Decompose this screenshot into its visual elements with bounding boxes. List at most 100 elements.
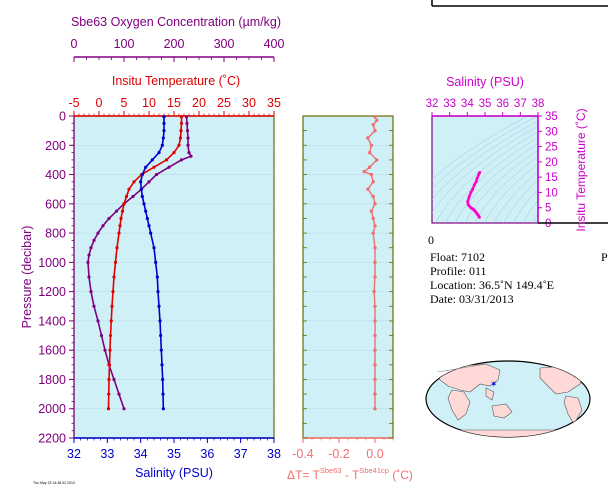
- temperature-tick-label: 30: [242, 96, 256, 110]
- ts-point: [478, 171, 482, 175]
- temperature-point: [111, 290, 115, 294]
- salinity-point: [152, 246, 156, 250]
- oxygen-point: [87, 275, 91, 279]
- oxygen-point: [179, 158, 184, 162]
- delta-point: [373, 246, 377, 250]
- temperature-point: [113, 260, 118, 264]
- delta-point: [373, 224, 377, 228]
- temperature-point: [179, 121, 184, 125]
- delta-point: [362, 169, 366, 174]
- salinity-point: [157, 150, 161, 155]
- temperature-point: [177, 143, 181, 147]
- float-info: 0 P Float: 7102 Profile: 011 Location: 3…: [428, 233, 608, 306]
- density-contour: [435, 131, 538, 223]
- temperature-point: [108, 348, 112, 352]
- oxygen-point: [122, 407, 126, 411]
- density-contour: [432, 126, 538, 214]
- salinity-point: [159, 348, 163, 352]
- ts-series: [466, 171, 482, 219]
- salinity-axis: 32 33 34 35 36 37 38: [67, 437, 281, 461]
- temperature-point: [108, 333, 113, 338]
- salinity-point: [160, 363, 164, 367]
- oxygen-point: [99, 333, 104, 338]
- temperature-tick-label: 25: [217, 96, 231, 110]
- ts-x-tick-label: 37: [514, 98, 527, 110]
- delta-point: [366, 136, 370, 140]
- salinity-point: [149, 231, 153, 235]
- temperature-tick-label: -5: [68, 96, 79, 110]
- float-location-marker: ✶: [490, 379, 498, 389]
- salinity-tick-label: 36: [200, 447, 214, 461]
- salinity-point: [162, 129, 166, 133]
- temperature-point: [172, 150, 176, 155]
- oxygen-point: [87, 253, 91, 257]
- map-africa: [447, 389, 471, 421]
- delta-title-sub2: Sbe41cp: [359, 466, 389, 475]
- temperature-axis: -5 0 5 10 15 20 25 30 35: [68, 96, 281, 117]
- salinity-tick-label: 33: [100, 447, 114, 461]
- temperature-point: [110, 304, 114, 308]
- delta-point: [373, 202, 377, 206]
- map-antarctica: [429, 429, 590, 437]
- delta-tick-label: -0.2: [328, 447, 350, 461]
- delta-point: [373, 319, 377, 323]
- density-contour: [445, 137, 538, 223]
- ts-point: [474, 180, 478, 184]
- salinity-point: [156, 290, 160, 294]
- delta-title-tail: (˚C): [389, 468, 413, 482]
- delta-point: [369, 172, 374, 177]
- density-contour: [432, 120, 538, 200]
- temperature-point: [107, 363, 112, 367]
- delta-point: [373, 392, 377, 396]
- ts-title: Salinity (PSU): [446, 75, 524, 89]
- ts-y-tick-label: 25: [545, 142, 558, 154]
- salinity-point: [160, 143, 164, 147]
- oxygen-tick-label: 400: [264, 37, 285, 51]
- oxygen-point: [131, 194, 135, 199]
- ts-x-tick-label: 34: [461, 98, 474, 110]
- density-contour: [454, 143, 538, 223]
- right-letter: P: [601, 250, 608, 264]
- density-contour: [532, 213, 538, 223]
- temperature-point: [119, 216, 123, 221]
- oxygen-point: [185, 129, 190, 133]
- ts-point: [466, 200, 470, 204]
- world-map: ✶: [425, 360, 591, 438]
- oxygen-axis-title: Sbe63 Oxygen Concentration (µm/kg): [71, 15, 281, 29]
- delta-point: [371, 123, 375, 127]
- oxygen-tick-label: 0: [71, 37, 78, 51]
- delta-point: [373, 128, 377, 133]
- pressure-tick-label: 1000: [38, 256, 66, 270]
- delta-point: [375, 118, 379, 123]
- delta-title-part1: ΔT= T: [287, 468, 320, 482]
- temperature-point: [107, 392, 111, 396]
- oxygen-point: [112, 377, 116, 382]
- delta-point: [369, 209, 374, 213]
- delta-title-sub1: Sbe63: [320, 466, 342, 475]
- pressure-tick-label: 1600: [38, 344, 66, 358]
- zero-label: 0: [428, 233, 434, 247]
- delta-point: [372, 289, 376, 294]
- delta-series: [362, 115, 379, 411]
- oxygen-point: [185, 121, 189, 125]
- temperature-point: [179, 115, 184, 119]
- temperature-point: [124, 194, 129, 199]
- pressure-axis-title: Pressure (decibar): [20, 226, 34, 329]
- salinity-tick-label: 37: [234, 447, 248, 461]
- delta-point: [367, 150, 372, 155]
- oxygen-point: [92, 238, 96, 243]
- salinity-tick-label: 35: [167, 447, 181, 461]
- salinity-point: [139, 180, 143, 184]
- ts-axes: 32 33 34 35 36 37 38 0 5 10 15 20 25 30 35: [426, 98, 558, 230]
- oxygen-point: [184, 115, 189, 119]
- salinity-point: [147, 224, 151, 228]
- float-id: Float: 7102: [430, 250, 485, 264]
- ts-point: [467, 195, 471, 199]
- temperature-point: [120, 209, 125, 213]
- temperature-point: [179, 129, 183, 133]
- salinity-point: [139, 187, 143, 191]
- salinity-point: [159, 333, 163, 338]
- temperature-point: [164, 158, 169, 162]
- pressure-tick-label: 1800: [38, 373, 66, 387]
- oxygen-point: [89, 290, 93, 294]
